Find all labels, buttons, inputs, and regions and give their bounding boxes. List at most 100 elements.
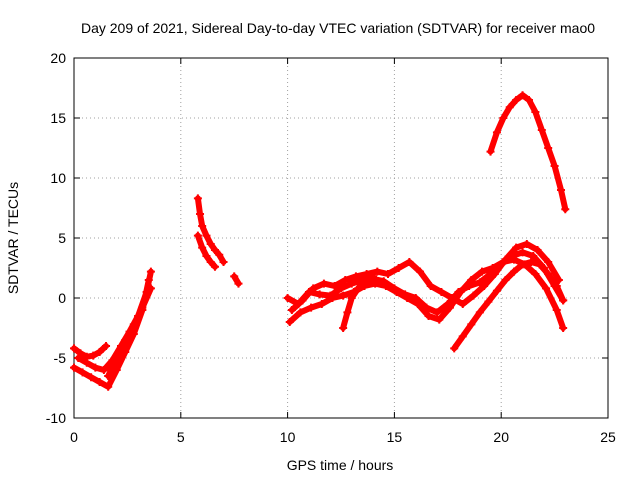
data-point (531, 270, 540, 278)
data-point (339, 324, 348, 332)
data-point (319, 279, 328, 288)
data-point (518, 260, 527, 269)
data-point (561, 205, 570, 214)
data-point (360, 277, 369, 286)
data-point (413, 300, 422, 308)
data-point (307, 303, 316, 312)
data-point (518, 91, 527, 100)
data-point (480, 282, 489, 290)
y-tick-label: 0 (58, 290, 66, 306)
data-point (510, 267, 519, 276)
data-point (469, 291, 478, 300)
data-point (435, 315, 444, 324)
data-point (557, 186, 566, 194)
data-point (559, 324, 568, 332)
data-point (426, 282, 435, 290)
series-arc-1 (70, 342, 111, 361)
data-point (95, 378, 104, 386)
series-arc-6 (193, 231, 219, 271)
data-point (456, 288, 465, 296)
data-point (285, 318, 294, 326)
data-point (512, 243, 521, 252)
data-point (121, 336, 130, 344)
series-arc-13 (486, 91, 570, 214)
data-point (501, 276, 510, 284)
series-line (451, 259, 567, 352)
y-tick-labels: -10 -5 0 5 10 15 20 (46, 50, 66, 426)
y-tick-label: 15 (50, 110, 66, 126)
data-point (198, 243, 207, 252)
data-point (369, 272, 378, 281)
data-point (533, 246, 542, 254)
data-point (522, 240, 531, 248)
data-point (499, 114, 508, 122)
data-point (210, 246, 219, 254)
data-point (341, 276, 350, 284)
data-point (477, 267, 486, 276)
data-point (488, 264, 497, 272)
data-point (196, 210, 205, 218)
series-arc-12 (450, 258, 568, 353)
data-point (202, 252, 211, 260)
data-point (104, 382, 113, 391)
data-point (394, 264, 403, 272)
data-point (492, 128, 501, 137)
data-point (351, 272, 360, 281)
series-arc-4 (104, 284, 155, 380)
data-point (527, 258, 536, 266)
data-point (206, 240, 215, 248)
y-tick-label: -5 (54, 350, 67, 366)
data-point (518, 248, 527, 257)
data-point (490, 270, 499, 278)
data-point (544, 258, 553, 266)
data-point (99, 366, 108, 374)
data-point (373, 267, 382, 276)
data-point (210, 262, 219, 271)
data-point (330, 282, 339, 290)
data-point (138, 303, 147, 312)
data-point (424, 312, 433, 320)
x-tick-label: 20 (493, 429, 509, 445)
data-point (383, 270, 392, 278)
data-point (475, 308, 484, 317)
data-point (492, 286, 501, 295)
data-point (467, 320, 476, 329)
data-point (544, 144, 553, 152)
data-point (559, 296, 568, 305)
data-point (552, 306, 561, 314)
data-point (129, 320, 138, 329)
data-point (298, 296, 307, 305)
data-point (499, 258, 508, 266)
data-point (219, 258, 228, 266)
data-point (381, 282, 390, 290)
data-point (433, 308, 442, 317)
data-point (343, 308, 352, 317)
data-point (347, 294, 356, 302)
y-axis-title: SDTVAR / TECUs (5, 182, 21, 294)
data-point (70, 363, 78, 372)
data-point (102, 342, 111, 350)
data-point (542, 284, 551, 293)
data-point (529, 252, 538, 260)
data-point (512, 96, 521, 104)
data-point (554, 276, 563, 284)
data-point (146, 267, 155, 276)
data-point (531, 108, 540, 116)
data-point (95, 348, 104, 356)
data-point (486, 147, 495, 156)
chart-title: Day 209 of 2021, Sidereal Day-to-day VTE… (81, 20, 595, 36)
data-point (544, 270, 553, 278)
data-point (112, 354, 121, 362)
y-tick-label: 5 (58, 230, 66, 246)
data-point (371, 279, 380, 288)
y-tick-label: 20 (50, 50, 66, 66)
data-point (445, 303, 454, 312)
data-point (475, 278, 484, 287)
data-point (234, 279, 243, 288)
series-arc-11 (339, 272, 378, 332)
data-point (70, 344, 78, 353)
data-point (193, 194, 202, 203)
series-arc-9 (287, 240, 563, 314)
data-point (193, 231, 202, 240)
